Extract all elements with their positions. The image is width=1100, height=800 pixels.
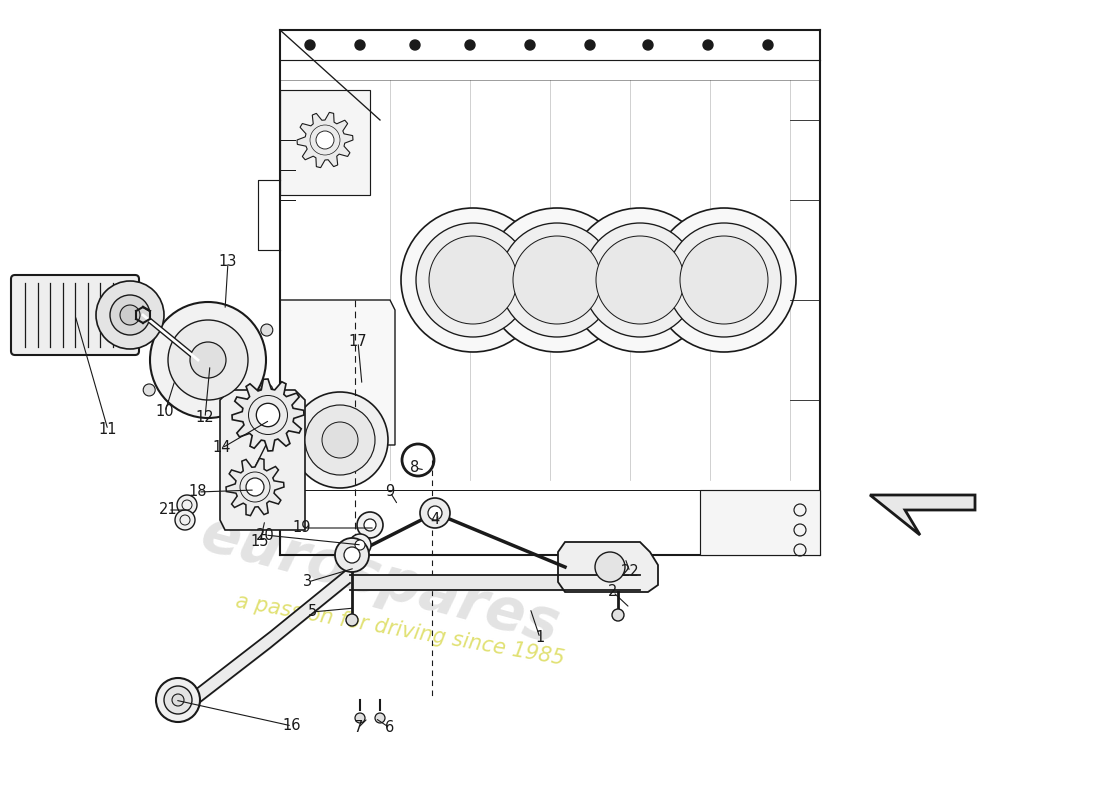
Circle shape (316, 131, 334, 149)
Text: 15: 15 (251, 534, 270, 550)
Polygon shape (232, 379, 304, 451)
Circle shape (120, 305, 140, 325)
Text: 13: 13 (219, 254, 238, 270)
Circle shape (568, 208, 712, 352)
Circle shape (703, 40, 713, 50)
Circle shape (150, 302, 266, 418)
Text: 19: 19 (293, 521, 311, 535)
Text: 14: 14 (212, 441, 231, 455)
Circle shape (428, 506, 442, 520)
Circle shape (525, 40, 535, 50)
Text: 6: 6 (385, 721, 395, 735)
Circle shape (652, 208, 796, 352)
Circle shape (612, 609, 624, 621)
Circle shape (358, 512, 383, 538)
Circle shape (164, 686, 192, 714)
Circle shape (364, 519, 376, 531)
Circle shape (175, 510, 195, 530)
Circle shape (465, 40, 475, 50)
Circle shape (349, 534, 371, 556)
Circle shape (355, 40, 365, 50)
Circle shape (322, 422, 358, 458)
Circle shape (375, 713, 385, 723)
Text: 22: 22 (620, 565, 639, 579)
Circle shape (261, 324, 273, 336)
Circle shape (96, 281, 164, 349)
Circle shape (763, 40, 773, 50)
Circle shape (256, 403, 279, 426)
Polygon shape (280, 300, 395, 445)
Text: a passion for driving since 1985: a passion for driving since 1985 (234, 591, 566, 669)
Circle shape (344, 547, 360, 563)
Circle shape (595, 552, 625, 582)
Polygon shape (870, 495, 975, 535)
Text: eurospares: eurospares (195, 505, 565, 655)
Polygon shape (226, 458, 284, 516)
Polygon shape (700, 490, 820, 555)
Text: 18: 18 (189, 485, 207, 499)
Text: 11: 11 (99, 422, 118, 438)
Text: 3: 3 (304, 574, 312, 590)
Circle shape (429, 236, 517, 324)
Circle shape (500, 223, 614, 337)
Circle shape (246, 478, 264, 496)
Text: 1: 1 (536, 630, 544, 646)
Text: 4: 4 (430, 513, 440, 527)
Circle shape (680, 236, 768, 324)
Circle shape (261, 384, 273, 396)
Circle shape (596, 236, 684, 324)
Circle shape (143, 384, 155, 396)
Circle shape (583, 223, 697, 337)
Text: 17: 17 (349, 334, 367, 350)
Circle shape (305, 405, 375, 475)
Circle shape (168, 320, 248, 400)
Circle shape (336, 538, 368, 572)
Text: 10: 10 (156, 405, 174, 419)
Text: 21: 21 (158, 502, 177, 518)
Circle shape (346, 614, 358, 626)
Text: 2: 2 (608, 585, 618, 599)
Circle shape (402, 208, 544, 352)
Text: 5: 5 (307, 605, 317, 619)
Text: 9: 9 (385, 485, 395, 499)
Circle shape (190, 342, 226, 378)
FancyBboxPatch shape (11, 275, 139, 355)
Circle shape (585, 40, 595, 50)
Text: 16: 16 (283, 718, 301, 734)
Polygon shape (220, 390, 305, 530)
Circle shape (485, 208, 629, 352)
Circle shape (420, 498, 450, 528)
Polygon shape (280, 90, 370, 195)
Text: 8: 8 (410, 461, 419, 475)
Circle shape (355, 713, 365, 723)
Circle shape (292, 392, 388, 488)
Circle shape (416, 223, 530, 337)
Circle shape (110, 295, 150, 335)
Circle shape (644, 40, 653, 50)
Text: 12: 12 (196, 410, 214, 426)
Circle shape (143, 324, 155, 336)
Polygon shape (297, 112, 353, 168)
Circle shape (172, 694, 184, 706)
Text: 20: 20 (255, 527, 274, 542)
Circle shape (667, 223, 781, 337)
Circle shape (513, 236, 601, 324)
Circle shape (156, 678, 200, 722)
Circle shape (355, 540, 365, 550)
Text: 7: 7 (353, 721, 363, 735)
Polygon shape (558, 542, 658, 592)
Circle shape (177, 495, 197, 515)
Circle shape (305, 40, 315, 50)
Circle shape (410, 40, 420, 50)
